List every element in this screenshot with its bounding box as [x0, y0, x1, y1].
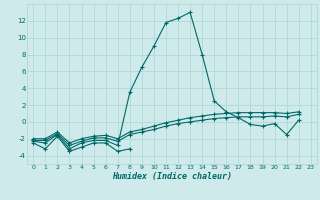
X-axis label: Humidex (Indice chaleur): Humidex (Indice chaleur) [112, 172, 232, 181]
